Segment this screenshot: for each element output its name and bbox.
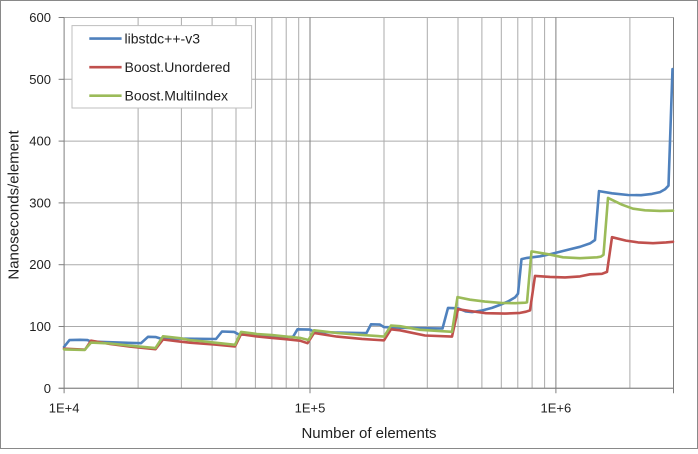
svg-text:1E+4: 1E+4 <box>49 401 80 416</box>
svg-text:600: 600 <box>29 10 51 25</box>
svg-text:200: 200 <box>29 257 51 272</box>
svg-text:1E+5: 1E+5 <box>295 401 326 416</box>
svg-text:libstdc++-v3: libstdc++-v3 <box>125 31 201 47</box>
svg-text:1E+6: 1E+6 <box>541 401 572 416</box>
svg-text:400: 400 <box>29 134 51 149</box>
svg-text:Boost.Unordered: Boost.Unordered <box>125 59 231 75</box>
svg-text:Boost.MultiIndex: Boost.MultiIndex <box>125 88 229 104</box>
svg-text:0: 0 <box>44 381 51 396</box>
svg-text:Nanoseconds/element: Nanoseconds/element <box>6 130 23 280</box>
svg-text:100: 100 <box>29 319 51 334</box>
svg-text:500: 500 <box>29 72 51 87</box>
svg-text:Number of elements: Number of elements <box>301 425 436 442</box>
svg-text:300: 300 <box>29 195 51 210</box>
